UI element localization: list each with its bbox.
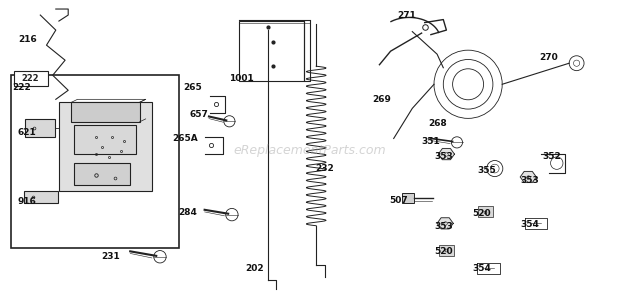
Text: 352: 352: [542, 152, 561, 161]
Text: 916: 916: [17, 197, 36, 206]
Bar: [74, 163, 130, 185]
Text: 284: 284: [179, 208, 197, 217]
Text: 353: 353: [434, 152, 453, 161]
Text: 222: 222: [22, 74, 39, 83]
Text: 520: 520: [472, 209, 491, 218]
Text: 202: 202: [245, 264, 264, 273]
Bar: [478, 206, 493, 217]
Text: 216: 216: [19, 35, 37, 44]
Bar: [59, 102, 152, 191]
Bar: [402, 193, 414, 203]
Text: 355: 355: [477, 166, 496, 175]
Bar: [11, 75, 179, 248]
Text: 1001: 1001: [229, 74, 254, 83]
Text: 231: 231: [101, 252, 120, 261]
Bar: [439, 245, 454, 256]
Text: 222: 222: [12, 83, 31, 92]
Text: 353: 353: [521, 176, 539, 185]
Text: 520: 520: [434, 247, 453, 256]
Bar: [71, 102, 140, 122]
Text: 354: 354: [472, 264, 491, 273]
Text: 269: 269: [372, 95, 391, 104]
Text: 265A: 265A: [172, 134, 198, 143]
Text: 271: 271: [397, 11, 415, 20]
Text: 270: 270: [539, 53, 558, 62]
Bar: [24, 191, 58, 203]
FancyBboxPatch shape: [25, 119, 55, 137]
Text: 268: 268: [428, 119, 446, 128]
Text: 265: 265: [183, 83, 202, 92]
Bar: [239, 21, 304, 81]
Text: 621: 621: [17, 128, 36, 137]
Text: 507: 507: [389, 196, 408, 205]
Bar: [14, 71, 48, 86]
Text: 657: 657: [189, 110, 208, 119]
Polygon shape: [438, 148, 454, 160]
Text: 351: 351: [422, 137, 440, 146]
Text: 354: 354: [521, 220, 539, 229]
Polygon shape: [437, 218, 453, 229]
Polygon shape: [520, 171, 536, 183]
Bar: [74, 125, 136, 154]
Text: 232: 232: [315, 164, 334, 173]
Text: 353: 353: [434, 222, 453, 231]
Text: eReplacementParts.com: eReplacementParts.com: [234, 144, 386, 157]
